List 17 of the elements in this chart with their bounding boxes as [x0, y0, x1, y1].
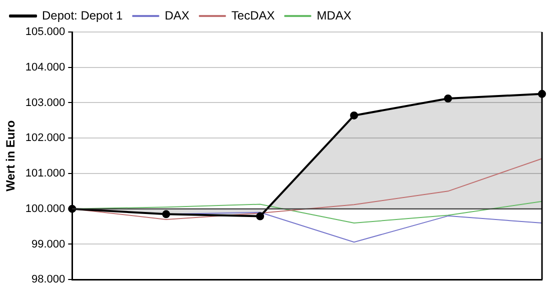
y-tick-label: 102.000 — [25, 132, 66, 144]
legend-label: DAX — [164, 8, 190, 22]
y-tick-label: 105.000 — [25, 26, 66, 38]
point — [162, 210, 170, 218]
y-tick-label: 100.000 — [25, 202, 66, 215]
y-tick-label: 98.000 — [32, 274, 66, 286]
y-axis-title: Wert in Euro — [4, 120, 18, 192]
point — [350, 111, 358, 120]
legend-label: Depot: Depot 1 — [42, 8, 124, 22]
y-tick-label: 103.000 — [25, 96, 66, 109]
point — [256, 212, 264, 220]
legend-label: MDAX — [316, 8, 352, 22]
y-tick-label: 104.000 — [25, 61, 66, 74]
legend-label: TecDAX — [231, 8, 275, 22]
point — [444, 94, 452, 102]
y-tick-label: 101.000 — [25, 168, 66, 180]
y-tick-label: 99.000 — [32, 238, 66, 250]
